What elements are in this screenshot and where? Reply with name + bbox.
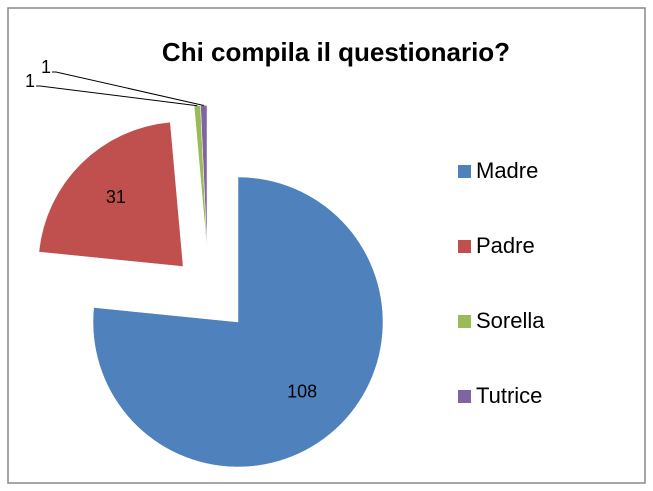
legend-swatch <box>458 390 471 403</box>
legend-label: Padre <box>476 233 535 258</box>
pie-slice <box>38 121 184 267</box>
data-label: 1 <box>41 57 51 77</box>
data-label: 31 <box>106 187 126 207</box>
legend-swatch <box>458 315 471 328</box>
leader-line <box>52 71 204 106</box>
data-label: 1 <box>25 71 35 91</box>
legend-swatch <box>458 165 471 178</box>
legend-label: Madre <box>476 158 538 183</box>
leader-line <box>36 85 198 107</box>
legend-label: Sorella <box>476 308 545 333</box>
data-label: 108 <box>287 382 317 402</box>
legend-swatch <box>458 240 471 253</box>
pie-slice <box>92 176 384 468</box>
chart-title: Chi compila il questionario? <box>162 37 510 67</box>
legend-label: Tutrice <box>476 383 542 408</box>
